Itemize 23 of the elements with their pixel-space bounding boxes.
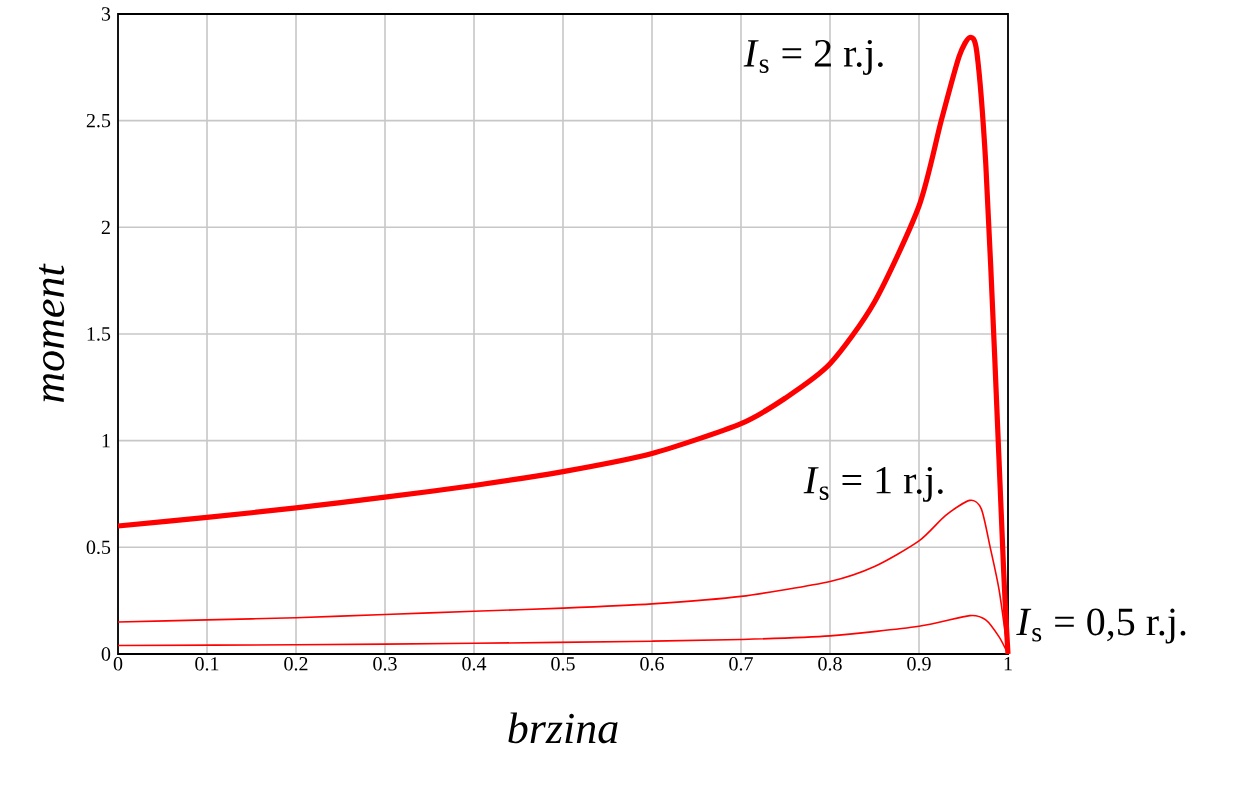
x-tick-label: 0.3 <box>373 657 397 671</box>
y-tick-label: 0.5 <box>86 540 111 555</box>
x-tick-label: 1 <box>1004 657 1012 671</box>
x-tick-label: 0.2 <box>284 657 308 671</box>
x-tick-label: 0.6 <box>640 657 664 671</box>
x-tick-label: 0.4 <box>462 657 487 671</box>
y-tick-label: 2.5 <box>86 113 111 128</box>
x-axis-title: brzina <box>508 712 618 744</box>
annotation: I$_{s}$ = 2 r.j. <box>743 39 883 75</box>
y-tick-label: 1.5 <box>87 327 111 341</box>
x-tick-label: 0.7 <box>729 657 753 671</box>
x-tick-label: 0.9 <box>907 657 931 671</box>
y-tick-label: 3 <box>101 7 111 21</box>
y-tick-label: 0 <box>101 647 111 661</box>
annotation: I$_{s}$ = 1 r.j. <box>803 466 943 502</box>
x-tick-label: 0.8 <box>818 657 842 671</box>
x-tick-label: 0.5 <box>551 657 575 671</box>
text: I$_{s}$ = 0,5 r.j. <box>1016 608 1186 644</box>
y-tick-label: 2 <box>101 220 110 234</box>
x-tick-label: 0.1 <box>195 657 219 671</box>
x-tick-label: 0 <box>113 657 123 671</box>
y-axis-title: moment <box>39 263 65 403</box>
y-tick-label: 1 <box>102 434 110 448</box>
